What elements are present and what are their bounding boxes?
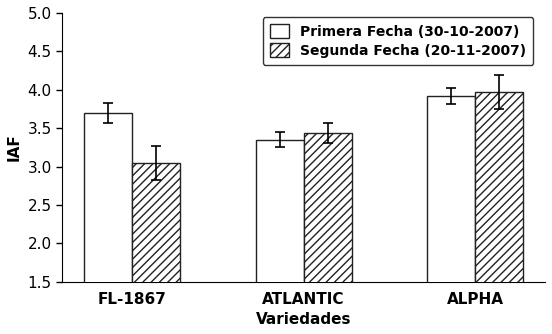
Bar [84, 113, 132, 334]
Legend: Primera Fecha (30-10-2007), Segunda Fecha (20-11-2007): Primera Fecha (30-10-2007), Segunda Fech… [263, 17, 533, 65]
Bar [304, 133, 352, 334]
X-axis label: Variedades: Variedades [256, 312, 352, 327]
Bar [475, 92, 523, 334]
Y-axis label: IAF: IAF [7, 134, 22, 161]
Bar [256, 140, 304, 334]
Bar [132, 163, 180, 334]
Bar [427, 96, 475, 334]
